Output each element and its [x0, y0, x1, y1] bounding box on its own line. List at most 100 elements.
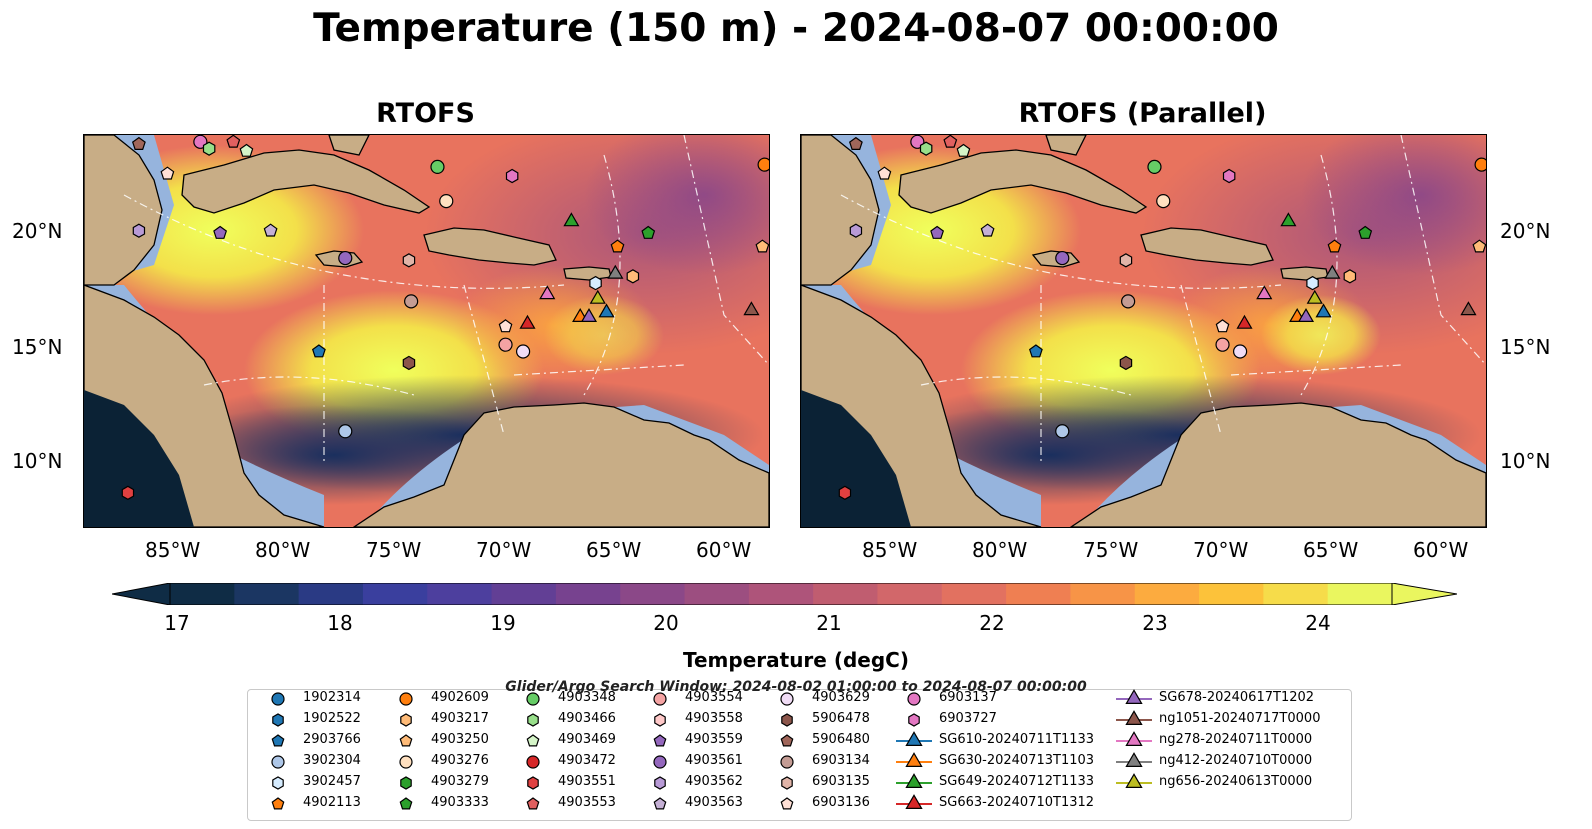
pentagon-marker: [271, 734, 285, 747]
marker-4903563: [263, 223, 278, 237]
legend-label: 6903727: [939, 711, 997, 726]
legend-item: 6903727: [894, 709, 1104, 729]
marker-SG610-20240711T1133: [1315, 303, 1332, 318]
marker-4903250: [1472, 239, 1486, 253]
legend-item: 5906478: [767, 709, 887, 729]
circle-marker-icon: [271, 755, 285, 769]
circle-marker: [653, 692, 667, 706]
marker-3902457: [1306, 275, 1319, 291]
marker-ng278-20240711T0000: [1256, 285, 1273, 300]
legend-label: SG678-20240617T1202: [1159, 690, 1315, 705]
marker-6903136: [1215, 319, 1230, 333]
eez-boundary: [1230, 364, 1402, 376]
colorbar-label: Temperature (degC): [683, 648, 909, 672]
legend-label: ng656-20240613T0000: [1159, 774, 1313, 789]
legend-item: SG678-20240617T1202: [1114, 688, 1324, 708]
legend-label: 4903348: [558, 690, 616, 705]
lon-label-60w: 60°W: [696, 538, 752, 562]
legend-label: 4903276: [431, 753, 489, 768]
pentagon-marker-icon: [271, 797, 285, 810]
pentagon-marker-icon: [526, 734, 540, 747]
pentagon-marker: [271, 797, 285, 810]
lat-label-10n: 10°N: [12, 449, 63, 473]
colorbar-tick-label: 17: [164, 611, 190, 635]
legend-item: ng1051-20240717T0000: [1114, 709, 1324, 729]
circle-marker-icon: [399, 692, 413, 706]
triangle-marker-icon: [896, 773, 932, 788]
legend-label: 1902314: [303, 690, 361, 705]
legend-item: 3902457: [258, 772, 378, 792]
colorbar-tick-label: 23: [1142, 611, 1168, 635]
hexagon-marker: [654, 776, 666, 790]
marker-ng412-20240710T0000: [607, 264, 624, 279]
pentagon-marker-icon: [526, 797, 540, 810]
circle-marker: [526, 755, 540, 769]
marker-4903250: [755, 239, 769, 253]
pentagon-marker: [780, 797, 794, 810]
marker-SG663-20240710T1312: [519, 314, 536, 329]
triangle-marker: [905, 731, 923, 746]
hexagon-marker: [908, 713, 920, 727]
legend-item: 4903333: [386, 793, 506, 813]
hexagon-marker-icon: [908, 713, 920, 727]
hexagon-marker-icon: [272, 713, 284, 727]
lon-label-60w-p2: 60°W: [1413, 538, 1469, 562]
eez-boundary: [1400, 135, 1486, 366]
triangle-marker-icon: [1116, 689, 1152, 704]
marker-SG678-20240617T1202: [1297, 308, 1315, 322]
marker-4902113: [610, 239, 625, 253]
colorbar-segment: [1327, 583, 1393, 605]
colorbar-segment: [555, 583, 621, 605]
colorbar-segment: [1070, 583, 1136, 605]
eez-boundary: [683, 135, 769, 366]
marker-3902457: [589, 275, 602, 291]
marker-4903348: [1147, 159, 1162, 175]
circle-marker: [271, 692, 285, 706]
eez-boundary: [840, 194, 1282, 289]
marker-SG610-20240711T1133: [598, 303, 615, 318]
colorbar-tick-label: 24: [1305, 611, 1331, 635]
colorbar-segment: [234, 583, 300, 605]
legend-item: SG663-20240710T1312: [894, 793, 1104, 813]
colorbar-segment: [1006, 583, 1071, 605]
lon-label-85w: 85°W: [145, 538, 201, 562]
pentagon-marker-icon: [653, 734, 667, 747]
colorbar-segment: [1199, 583, 1264, 605]
marker-4903348: [430, 159, 445, 175]
marker-4902609: [757, 157, 769, 172]
marker-ng1051-20240717T0000: [743, 301, 760, 316]
triangle-marker: [1125, 731, 1143, 746]
marker-4903563: [980, 223, 995, 237]
marker-3902304: [338, 424, 353, 439]
eez-boundary: [513, 364, 685, 376]
map-panel-rtofs-parallel[interactable]: [800, 134, 1487, 528]
triangle-marker: [905, 752, 923, 767]
legend-label: 4902113: [303, 795, 361, 810]
circle-marker: [399, 755, 413, 769]
land-mass: [801, 135, 880, 286]
legend-label: 3902304: [303, 753, 361, 768]
marker-4903217: [626, 269, 640, 284]
circle-marker-icon: [653, 755, 667, 769]
lon-label-85w-p2: 85°W: [862, 538, 918, 562]
legend-label: 4902609: [431, 690, 489, 705]
marker-4903551: [838, 485, 852, 500]
circle-marker-icon: [653, 692, 667, 706]
colorbar-tick-label: 22: [979, 611, 1005, 635]
colorbar: [112, 583, 1457, 605]
colorbar-segment: [877, 583, 943, 605]
colorbar-segment: [620, 583, 686, 605]
marker-4903561: [338, 250, 353, 266]
marker-4903629: [516, 344, 531, 359]
legend-label: 4903558: [685, 711, 743, 726]
marker-4902609: [1474, 157, 1486, 172]
legend-item: 6903137: [894, 688, 1104, 708]
circle-marker-icon: [526, 692, 540, 706]
lon-label-80w-p2: 80°W: [972, 538, 1028, 562]
lon-label-70w: 70°W: [476, 538, 532, 562]
land-mass: [328, 135, 370, 156]
map-panel-rtofs[interactable]: [83, 134, 770, 528]
legend-item: 4903563: [640, 793, 760, 813]
lat-label-15n-right: 15°N: [1500, 335, 1551, 359]
legend-label: SG610-20240711T1133: [939, 732, 1095, 747]
